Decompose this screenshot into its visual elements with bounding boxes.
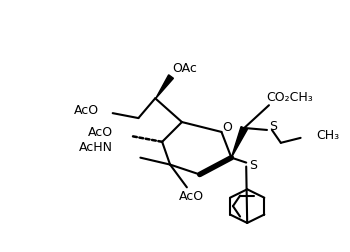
Text: O: O (223, 121, 232, 135)
Polygon shape (231, 127, 247, 158)
Text: AcHN: AcHN (79, 141, 113, 154)
Text: CH₃: CH₃ (316, 129, 340, 142)
Text: S: S (269, 120, 277, 134)
Text: OAc: OAc (173, 62, 197, 75)
Text: AcO: AcO (88, 127, 113, 139)
Text: CO₂CH₃: CO₂CH₃ (266, 91, 313, 104)
Polygon shape (156, 75, 174, 99)
Text: S: S (249, 159, 257, 172)
Text: AcO: AcO (179, 190, 204, 203)
Text: AcO: AcO (74, 104, 99, 117)
